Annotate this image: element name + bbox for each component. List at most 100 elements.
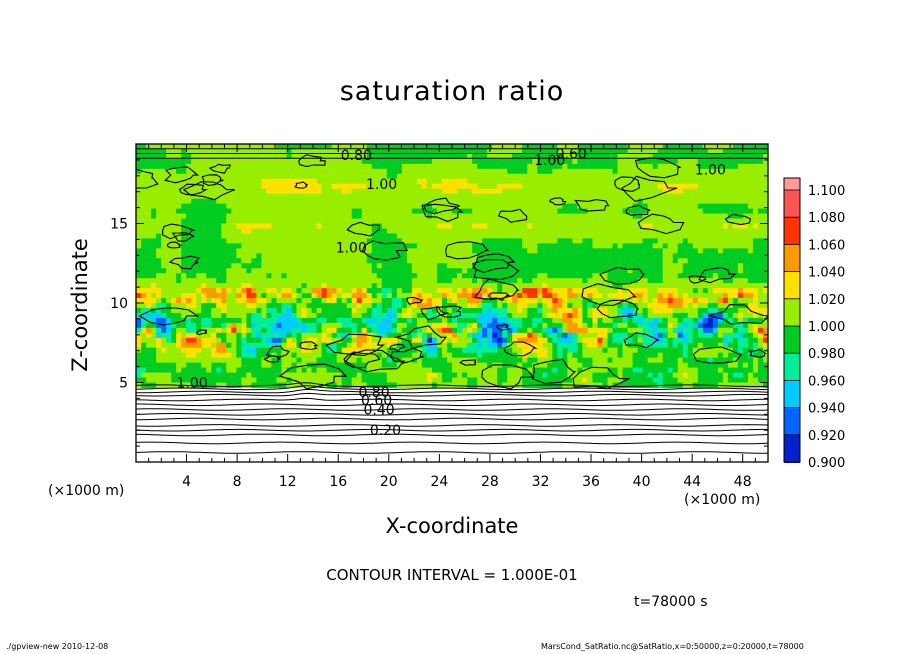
field-cell [176,303,182,309]
field-cell [151,188,157,195]
field-cell [602,317,609,324]
field-cell [346,248,353,254]
field-cell [487,238,493,244]
field-cell [512,288,518,294]
field-cell [276,248,283,254]
field-cell [231,312,237,319]
field-cell [181,193,187,200]
field-cell [742,198,749,205]
field-cell [622,203,629,210]
field-cell [436,218,443,225]
field-cell [141,288,147,294]
field-cell [647,213,654,220]
field-cell [356,158,363,165]
field-cell [672,163,679,170]
field-cell [697,208,704,215]
field-cell [532,203,538,210]
field-cell [246,183,252,190]
field-cell [396,303,403,309]
field-cell [446,158,453,165]
field-cell [662,203,669,210]
field-cell [687,233,694,240]
field-cell [507,337,513,344]
field-cell [191,317,197,324]
field-cell [682,158,689,165]
field-cell [316,283,323,289]
field-cell [572,218,578,225]
field-cell [371,317,378,324]
field-cell [497,258,503,264]
field-cell [692,312,699,319]
field-cell [712,144,719,150]
field-cell [707,322,714,329]
field-cell [356,173,363,180]
field-cell [547,273,553,279]
field-cell [532,332,538,339]
field-cell [146,153,152,160]
field-cell [452,273,458,279]
field-cell [231,293,237,299]
field-cell [426,188,433,195]
field-cell [592,168,599,175]
field-cell [537,158,543,165]
field-cell [452,263,458,269]
field-cell [657,183,664,190]
field-cell [341,273,348,279]
field-cell [617,258,624,264]
field-cell [376,322,383,329]
field-cell [702,283,709,289]
field-cell [592,148,599,155]
field-cell [762,303,768,309]
field-cell [306,163,313,170]
field-cell [351,273,358,279]
field-cell [146,203,152,210]
field-cell [431,168,438,175]
field-cell [301,263,308,269]
field-cell [742,298,749,304]
field-cell [201,317,207,324]
field-cell [482,213,488,220]
field-cell [537,223,543,230]
field-cell [311,173,318,180]
field-cell [411,188,418,195]
field-cell [702,238,709,244]
field-cell [577,327,584,334]
field-cell [196,178,202,185]
field-cell [467,268,473,274]
field-cell [562,213,568,220]
field-cell [316,144,323,150]
field-cell [672,153,679,160]
field-cell [612,268,619,274]
field-cell [457,203,463,210]
field-cell [592,203,599,210]
field-cell [371,293,378,299]
field-cell [366,183,373,190]
field-cell [296,332,303,339]
field-cell [291,168,298,175]
field-cell [667,233,674,240]
field-cell [421,223,428,230]
field-cell [431,173,438,180]
field-cell [411,337,418,344]
field-cell [341,173,348,180]
field-cell [552,168,558,175]
field-cell [762,293,768,299]
field-cell [261,233,268,240]
field-cell [547,253,553,259]
field-cell [346,312,353,319]
field-cell [647,178,654,185]
field-cell [577,144,584,150]
field-cell [331,158,338,165]
field-cell [512,153,518,160]
field-cell [512,248,518,254]
field-cell [482,163,488,170]
field-cell [597,293,604,299]
field-cell [492,158,498,165]
field-cell [722,298,729,304]
field-cell [607,144,614,150]
field-cell [371,228,378,235]
field-cell [617,278,624,284]
field-cell [371,168,378,175]
field-cell [301,327,308,334]
field-cell [657,213,664,220]
